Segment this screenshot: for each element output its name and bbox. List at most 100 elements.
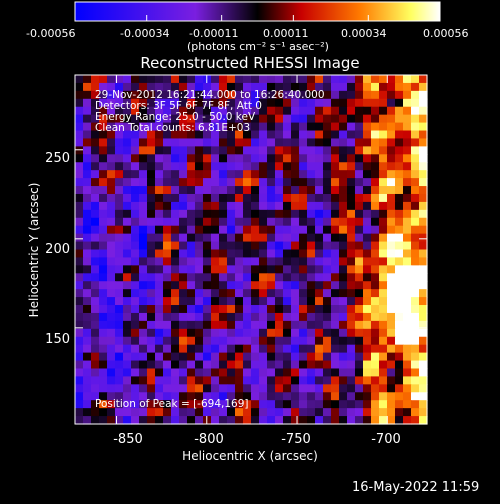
heatmap-cell — [155, 178, 164, 187]
heatmap-cell — [363, 75, 372, 84]
heatmap-cell — [91, 289, 100, 298]
heatmap-cell — [339, 336, 348, 346]
heatmap-cell — [235, 273, 244, 282]
heatmap-cell — [75, 392, 84, 401]
heatmap-cell — [179, 90, 188, 100]
heatmap-cell — [219, 352, 228, 362]
heatmap-cell — [171, 90, 180, 100]
heatmap-cell — [283, 241, 292, 251]
heatmap-cell — [411, 201, 420, 211]
heatmap-cell — [187, 130, 196, 140]
heatmap-cell — [187, 297, 196, 306]
heatmap-cell — [243, 344, 252, 354]
heatmap-cell — [91, 193, 100, 203]
heatmap-cell — [307, 336, 316, 346]
heatmap-cell — [339, 122, 348, 132]
heatmap-cell — [243, 241, 252, 251]
heatmap-cell — [331, 376, 340, 385]
heatmap-cell — [99, 400, 108, 409]
heatmap-cell — [211, 416, 220, 425]
heatmap-cell — [307, 114, 316, 124]
heatmap-cell — [259, 281, 268, 290]
heatmap-cell — [99, 193, 108, 203]
heatmap-cell — [91, 368, 100, 378]
heatmap-cell — [203, 336, 212, 346]
heatmap-cell — [123, 225, 132, 235]
heatmap-cell — [75, 273, 84, 282]
heatmap-cell — [195, 201, 204, 211]
heatmap-cell — [379, 289, 388, 298]
heatmap-cell — [115, 328, 124, 338]
heatmap-cell — [123, 273, 132, 282]
colorbar-tick-label: 0.00034 — [341, 27, 387, 40]
heatmap-cell — [275, 138, 284, 147]
heatmap-cell — [323, 360, 332, 370]
heatmap-cell — [131, 249, 140, 259]
heatmap-cell — [259, 368, 268, 378]
heatmap-cell — [163, 392, 172, 401]
heatmap-cell — [251, 193, 260, 203]
heatmap-cell — [403, 154, 412, 163]
heatmap-cell — [187, 122, 196, 132]
heatmap-cell — [219, 320, 228, 330]
heatmap-cell — [419, 297, 428, 306]
heatmap-cell — [315, 170, 324, 179]
heatmap-cell — [107, 201, 116, 211]
heatmap-cell — [347, 273, 356, 282]
heatmap-cell — [387, 408, 396, 417]
heatmap-cell — [411, 249, 420, 259]
heatmap-cell — [99, 114, 108, 124]
heatmap-cell — [99, 90, 108, 100]
heatmap-cell — [203, 146, 212, 155]
heatmap-cell — [411, 75, 420, 84]
heatmap-cell — [139, 82, 148, 92]
heatmap-cell — [315, 98, 324, 108]
heatmap-cell — [395, 186, 404, 195]
heatmap-cell — [83, 162, 92, 171]
heatmap-cell — [155, 328, 164, 338]
heatmap-cell — [99, 233, 108, 243]
heatmap-cell — [331, 392, 340, 401]
heatmap-cell — [267, 273, 276, 282]
heatmap-cell — [323, 186, 332, 195]
heatmap-cell — [203, 114, 212, 124]
heatmap-cell — [187, 249, 196, 259]
heatmap-cell — [403, 360, 412, 370]
heatmap-cell — [395, 416, 404, 425]
heatmap-cell — [203, 209, 212, 219]
heatmap-cell — [235, 400, 244, 409]
heatmap-cell — [219, 233, 228, 243]
heatmap-cell — [251, 186, 260, 195]
heatmap-cell — [171, 138, 180, 147]
heatmap-cell — [179, 328, 188, 338]
heatmap-cell — [291, 289, 300, 298]
heatmap-cell — [131, 328, 140, 338]
heatmap-cell — [115, 225, 124, 235]
heatmap-cell — [123, 400, 132, 409]
heatmap-cell — [315, 416, 324, 425]
heatmap-cell — [211, 90, 220, 100]
heatmap-cell — [315, 360, 324, 370]
heatmap-cell — [363, 201, 372, 211]
heatmap-cell — [147, 328, 156, 338]
heatmap-cell — [379, 376, 388, 385]
heatmap-cell — [347, 297, 356, 306]
heatmap-cell — [395, 289, 404, 298]
heatmap-cell — [219, 281, 228, 290]
heatmap-cell — [395, 90, 404, 100]
heatmap-cell — [179, 178, 188, 187]
axis-ticks — [75, 75, 427, 424]
heatmap-cell — [251, 344, 260, 354]
heatmap-cell — [331, 305, 340, 314]
heatmap-cell — [307, 82, 316, 92]
heatmap-cell — [179, 170, 188, 179]
heatmap-cell — [411, 193, 420, 203]
heatmap-cell — [259, 162, 268, 171]
heatmap-cell — [235, 352, 244, 362]
heatmap-cell — [323, 384, 332, 393]
heatmap-cell — [99, 178, 108, 187]
heatmap-cell — [307, 154, 316, 163]
heatmap-cell — [115, 265, 124, 274]
heatmap-cell — [123, 82, 132, 92]
heatmap-cell — [403, 146, 412, 155]
